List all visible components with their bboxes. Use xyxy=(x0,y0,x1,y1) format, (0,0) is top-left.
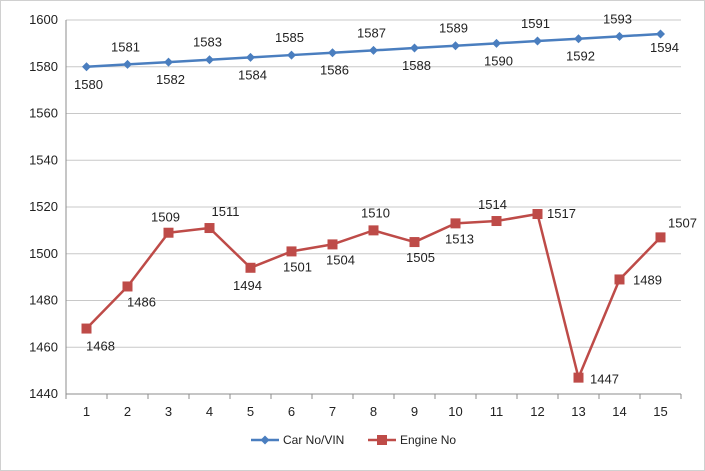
data-label: 1504 xyxy=(326,252,355,267)
x-tick-label: 10 xyxy=(448,404,462,419)
data-point xyxy=(614,274,625,285)
data-label: 1580 xyxy=(74,77,103,92)
data-label: 1583 xyxy=(193,35,222,50)
y-tick-label: 1460 xyxy=(29,339,58,354)
data-label: 1590 xyxy=(484,53,513,68)
data-point xyxy=(450,218,461,229)
data-label: 1587 xyxy=(357,25,386,40)
data-point xyxy=(491,216,502,227)
legend-item: Engine No xyxy=(368,433,456,447)
x-tick-label: 6 xyxy=(288,404,295,419)
data-point xyxy=(574,34,583,44)
legend-item: Car No/VIN xyxy=(251,433,344,447)
data-point xyxy=(164,57,173,67)
series-engine-no: 1468 1486 1509 1511 1494 1501 1504 1510 1505 1513… xyxy=(81,197,697,387)
data-point xyxy=(451,41,460,51)
data-point xyxy=(327,239,338,250)
data-label: 1505 xyxy=(406,250,435,265)
data-label: 1582 xyxy=(156,72,185,87)
y-axis: 1440 1460 1480 1500 1520 1540 1560 1580 1600 xyxy=(29,12,67,401)
series-group: 1580 1581 1582 1583 1584 1585 1586 1587 1588 1589… xyxy=(74,11,697,386)
data-point xyxy=(245,262,256,273)
series-line xyxy=(85,212,662,379)
x-tick-label: 9 xyxy=(411,404,418,419)
data-label: 1507 xyxy=(668,215,697,230)
data-point xyxy=(410,43,419,53)
data-point xyxy=(286,246,297,257)
data-point xyxy=(81,323,92,334)
data-point xyxy=(573,372,584,383)
x-tick-label: 2 xyxy=(124,404,131,419)
data-point xyxy=(409,237,420,248)
x-tick-label: 13 xyxy=(571,404,585,419)
data-point xyxy=(328,48,337,58)
data-point xyxy=(492,38,501,48)
data-point xyxy=(246,52,255,62)
data-label: 1511 xyxy=(212,204,240,219)
x-tick-label: 8 xyxy=(370,404,377,419)
data-label: 1509 xyxy=(151,210,180,225)
data-label: 1594 xyxy=(650,40,679,55)
data-label: 1514 xyxy=(478,197,507,212)
x-tick-label: 7 xyxy=(329,404,336,419)
legend-label: Engine No xyxy=(400,433,456,447)
y-tick-label: 1500 xyxy=(29,246,58,261)
data-point xyxy=(82,62,91,72)
x-tick-label: 11 xyxy=(490,404,504,419)
data-label: 1513 xyxy=(445,231,474,246)
data-point xyxy=(287,50,296,60)
data-point xyxy=(122,281,133,292)
data-label: 1593 xyxy=(603,11,632,26)
data-point xyxy=(656,29,665,39)
y-tick-label: 1440 xyxy=(29,386,58,401)
data-label: 1447 xyxy=(590,372,619,387)
x-tick-label: 14 xyxy=(612,404,626,419)
data-label: 1586 xyxy=(320,63,349,78)
y-tick-label: 1580 xyxy=(29,59,58,74)
x-axis: 1 2 3 4 5 6 7 8 9 10 11 12 13 14 15 xyxy=(65,393,682,419)
data-label: 1581 xyxy=(111,39,140,54)
x-tick-label: 4 xyxy=(206,404,213,419)
data-label: 1588 xyxy=(402,58,431,73)
data-label: 1468 xyxy=(86,339,115,354)
legend-label: Car No/VIN xyxy=(283,433,344,447)
data-point xyxy=(533,36,542,46)
data-label: 1591 xyxy=(521,16,550,31)
legend-marker xyxy=(377,435,387,445)
x-tick-label: 1 xyxy=(83,404,90,419)
series-car-no-vin: 1580 1581 1582 1583 1584 1585 1586 1587 1588 1589… xyxy=(74,11,679,91)
data-point xyxy=(532,209,543,220)
y-tick-label: 1600 xyxy=(29,12,58,27)
data-point xyxy=(655,232,666,243)
data-label: 1501 xyxy=(283,259,312,274)
x-tick-label: 15 xyxy=(653,404,667,419)
data-label: 1486 xyxy=(127,294,156,309)
data-point xyxy=(205,55,214,65)
y-tick-label: 1520 xyxy=(29,199,58,214)
y-tick-label: 1480 xyxy=(29,293,58,308)
legend-marker xyxy=(260,435,270,445)
data-point xyxy=(204,223,215,234)
data-label: 1592 xyxy=(566,49,595,64)
x-tick-label: 5 xyxy=(247,404,254,419)
data-label: 1489 xyxy=(633,272,662,287)
data-label: 1584 xyxy=(238,67,267,82)
data-point xyxy=(123,59,132,69)
data-point xyxy=(368,225,379,236)
y-tick-label: 1540 xyxy=(29,152,58,167)
y-tick-label: 1560 xyxy=(29,106,58,121)
x-tick-label: 12 xyxy=(530,404,544,419)
data-label: 1510 xyxy=(361,205,390,220)
data-label: 1585 xyxy=(275,30,304,45)
data-point xyxy=(163,227,174,238)
legend: Car No/VIN Engine No xyxy=(251,433,456,447)
x-tick-label: 3 xyxy=(165,404,172,419)
data-label: 1589 xyxy=(439,21,468,36)
data-point xyxy=(369,45,378,55)
data-label: 1517 xyxy=(547,206,576,221)
data-label: 1494 xyxy=(233,278,262,293)
data-point xyxy=(615,31,624,41)
